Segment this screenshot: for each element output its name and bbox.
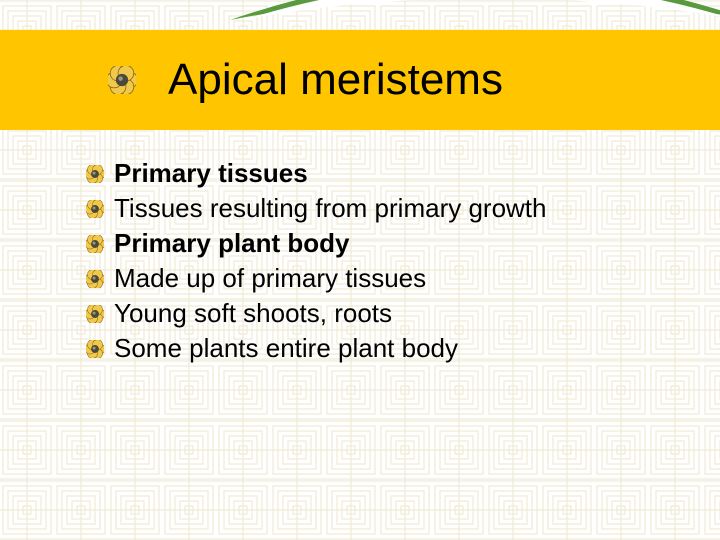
flower-bullet-icon — [86, 340, 104, 358]
list-item-text: Some plants entire plant body — [114, 333, 458, 364]
list-item-text: Primary tissues — [114, 158, 308, 189]
flower-bullet-icon — [86, 165, 104, 183]
swoosh-decoration — [230, 0, 720, 80]
list-item: Primary plant body — [86, 228, 547, 259]
flower-bullet-icon — [86, 305, 104, 323]
flower-bullet-icon — [108, 66, 136, 94]
list-item: Tissues resulting from primary growth — [86, 193, 547, 224]
list-item: Some plants entire plant body — [86, 333, 547, 364]
list-item-text: Made up of primary tissues — [114, 263, 426, 294]
list-item-text: Young soft shoots, roots — [114, 298, 392, 329]
list-item: Made up of primary tissues — [86, 263, 547, 294]
content-list: Primary tissues Tissues resulting from pr… — [86, 158, 547, 368]
list-item-text: Tissues resulting from primary growth — [114, 193, 547, 224]
list-item: Young soft shoots, roots — [86, 298, 547, 329]
flower-bullet-icon — [86, 235, 104, 253]
list-item: Primary tissues — [86, 158, 547, 189]
list-item-text: Primary plant body — [114, 228, 350, 259]
flower-bullet-icon — [86, 270, 104, 288]
flower-bullet-icon — [86, 200, 104, 218]
